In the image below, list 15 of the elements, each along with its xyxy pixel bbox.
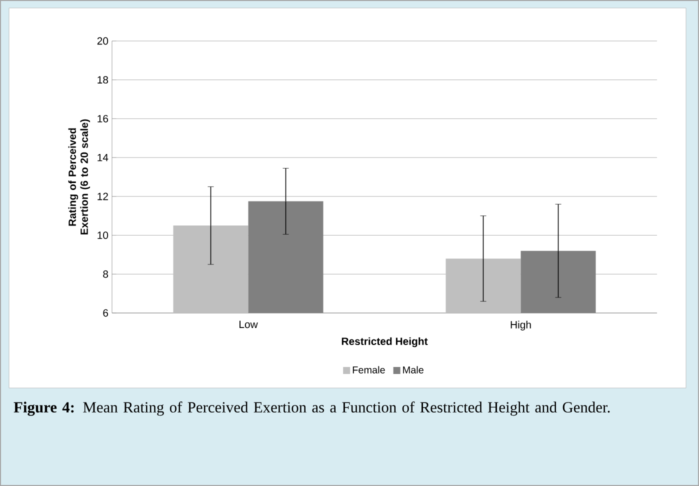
y-tick-label: 14 <box>98 154 108 162</box>
legend-label: Female <box>352 366 385 374</box>
x-axis-title: Restricted Height <box>342 337 428 348</box>
y-tick-label: 16 <box>98 115 108 122</box>
x-tick-label: Low <box>240 320 258 328</box>
y-tick-label: 6 <box>103 309 108 317</box>
y-tick-label: 20 <box>97 37 108 45</box>
text: Figure 4: Mean Rating of Perceived Exertion as a Function of Restricted Height and Gender. <box>14 402 610 416</box>
y-tick-label: 8 <box>103 270 108 278</box>
legend-label: Male <box>403 366 424 374</box>
y-tick-label: 18 <box>98 76 108 84</box>
x-tick-label: High <box>510 320 531 331</box>
y-tick-label: 12 <box>98 192 108 200</box>
y-axis-title: Rating of Perceived Exertion (6 to 20 scale) <box>68 119 90 234</box>
y-tick-label: 10 <box>98 232 108 239</box>
